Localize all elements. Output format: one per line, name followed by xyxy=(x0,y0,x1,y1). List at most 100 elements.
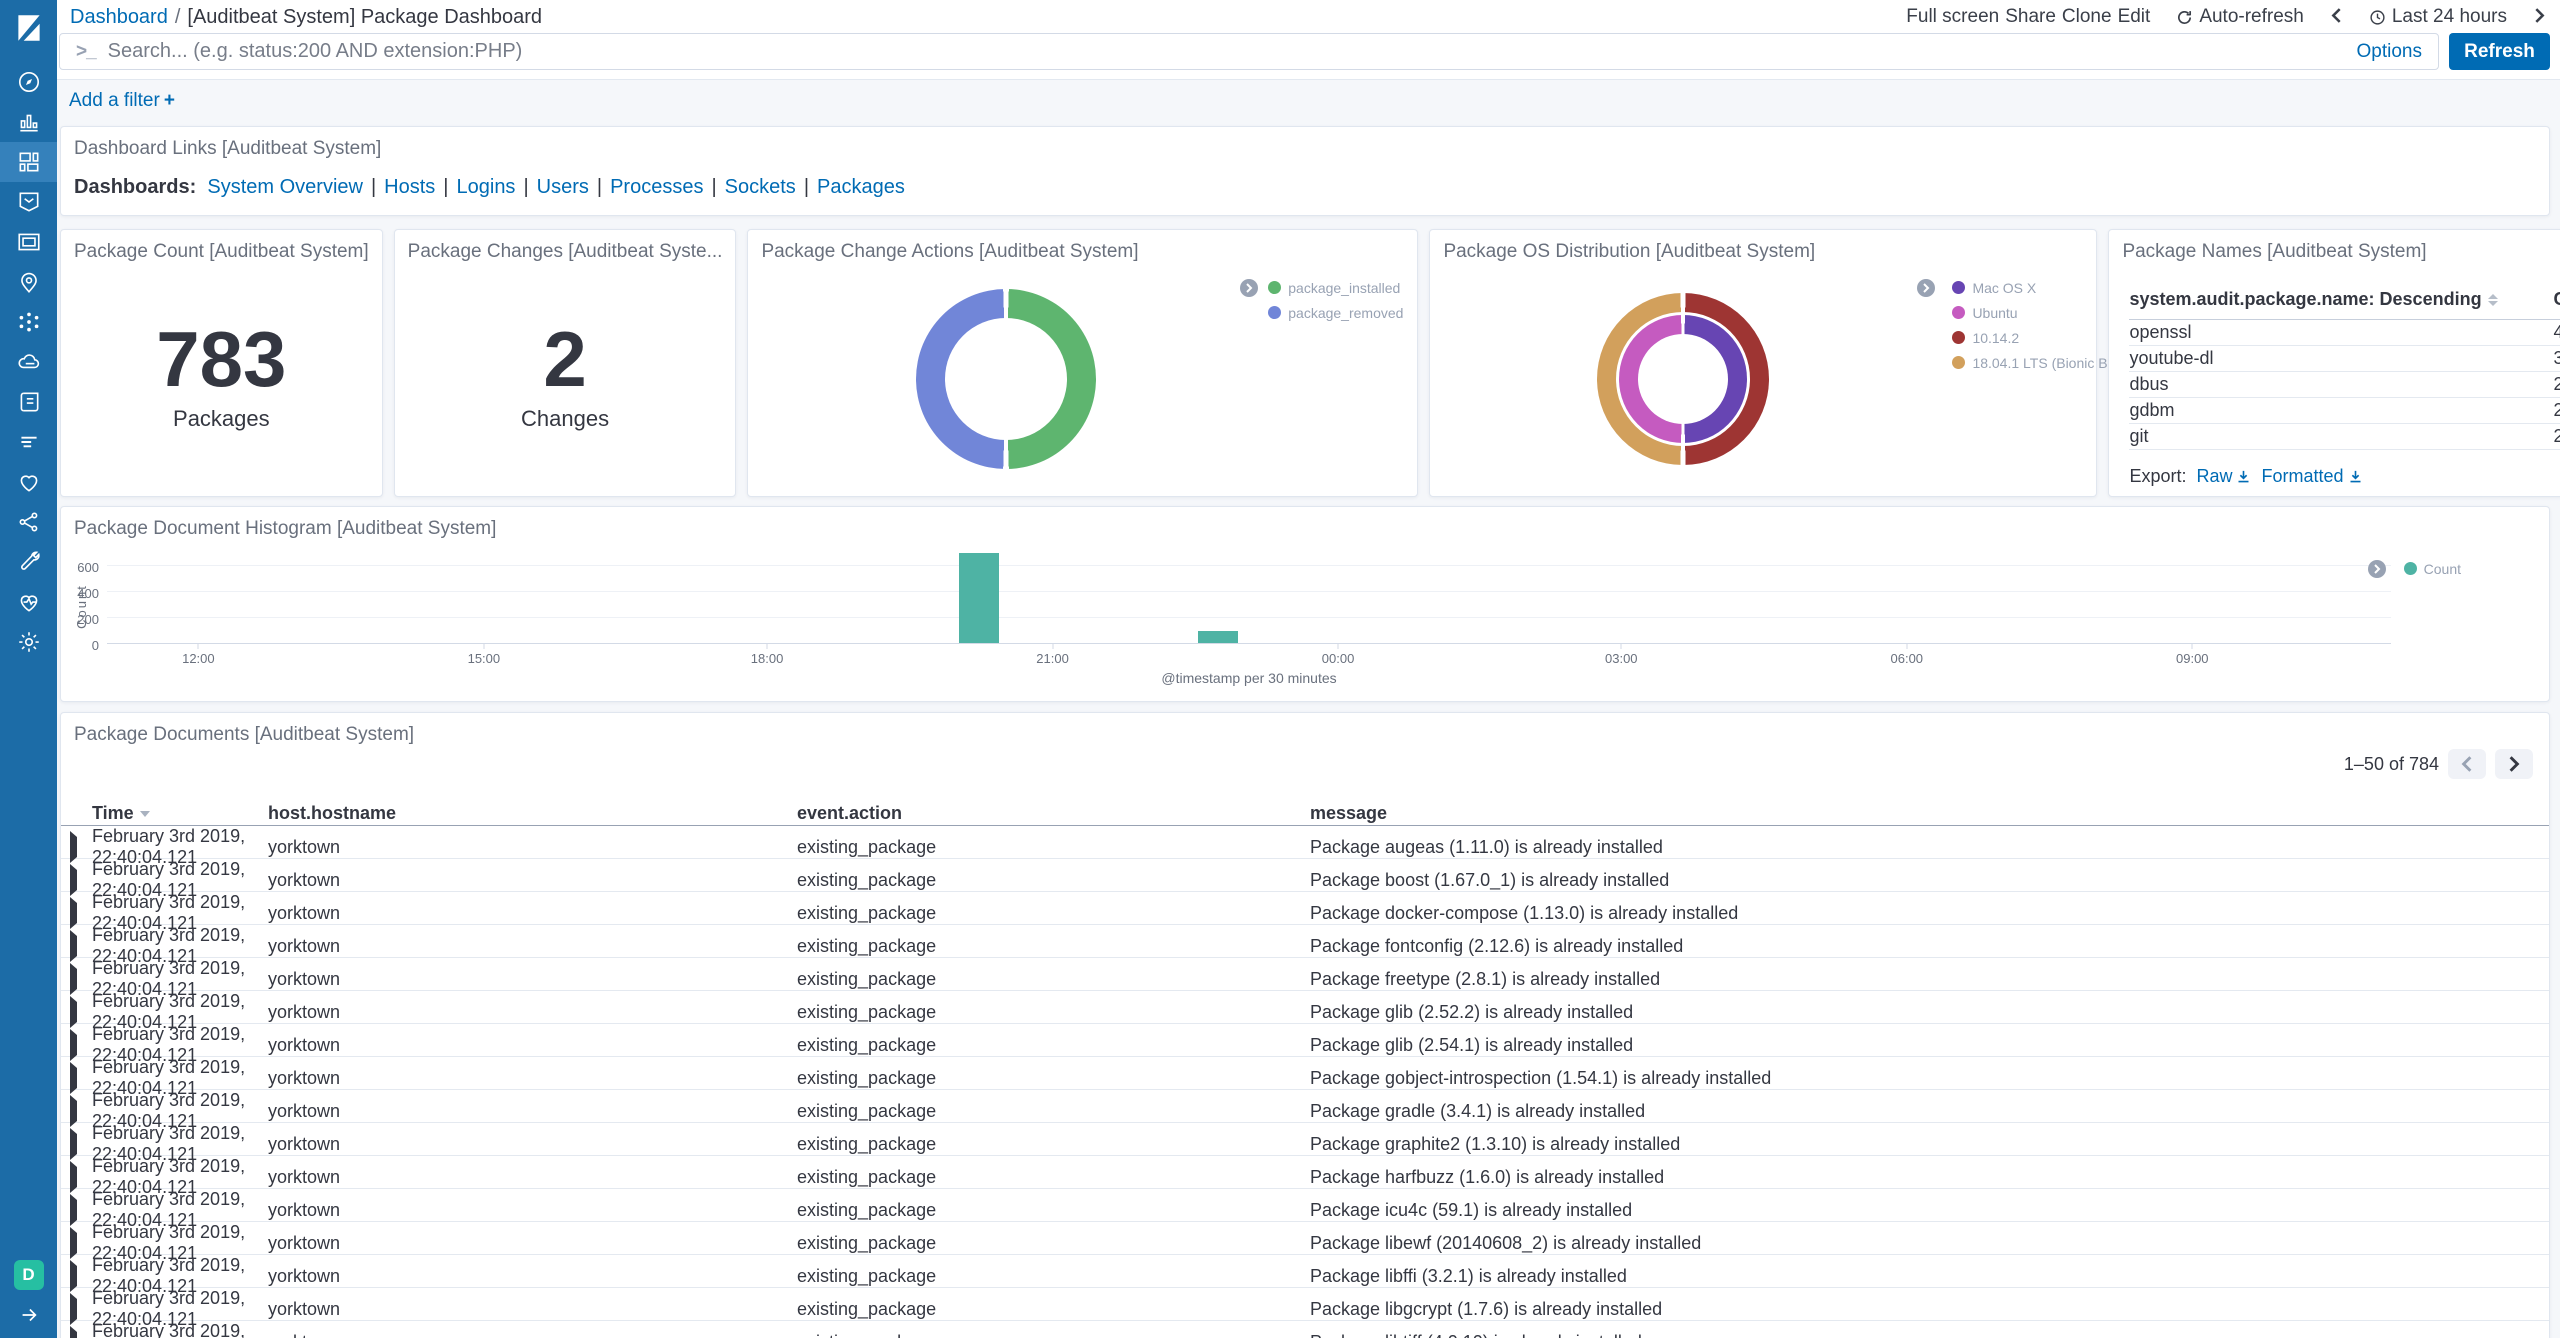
legend-toggle-icon[interactable] xyxy=(2367,559,2387,584)
table-row[interactable]: February 3rd 2019, 22:40:04.121 yorktown… xyxy=(61,859,2549,900)
expand-row-icon[interactable] xyxy=(70,929,77,962)
table-row[interactable]: youtube-dl 3 xyxy=(2129,346,2560,372)
space-badge[interactable]: D xyxy=(13,1260,44,1290)
legend-toggle-icon[interactable] xyxy=(1239,278,1259,303)
sidebar-item-canvas[interactable] xyxy=(0,222,57,262)
time-back-button[interactable] xyxy=(2330,6,2343,28)
export-raw-link[interactable]: Raw xyxy=(2196,466,2251,487)
expand-row-icon[interactable] xyxy=(70,962,77,995)
add-filter-link[interactable]: Add a filter + xyxy=(69,90,175,111)
legend-item[interactable]: package_removed xyxy=(1268,303,1403,322)
expand-row-icon[interactable] xyxy=(70,1292,77,1325)
dashboard-link[interactable]: System Overview xyxy=(207,176,363,198)
expand-row-icon[interactable] xyxy=(70,1325,77,1338)
sidebar-item-dashboard[interactable] xyxy=(0,142,57,182)
histogram-bar[interactable] xyxy=(959,552,1000,643)
options-link[interactable]: Options xyxy=(2356,40,2422,62)
table-row[interactable]: February 3rd 2019, 22:40:04.121 yorktown… xyxy=(61,1156,2549,1197)
sidebar-item-management[interactable] xyxy=(0,622,57,662)
sidebar-item-apm[interactable] xyxy=(0,422,57,462)
refresh-button[interactable]: Refresh xyxy=(2449,33,2550,70)
table-row[interactable]: February 3rd 2019, 22:40:04.121 yorktown… xyxy=(61,892,2549,933)
sidebar-item-uptime[interactable] xyxy=(0,462,57,502)
dashboard-link[interactable]: Packages xyxy=(817,176,905,198)
change-actions-donut[interactable] xyxy=(916,289,1097,469)
expand-row-icon[interactable] xyxy=(70,896,77,929)
sidebar-item-visualize[interactable] xyxy=(0,102,57,142)
legend-item[interactable]: 18.04.1 LTS (Bionic B... xyxy=(1952,353,2119,372)
column-header-count[interactable]: Count xyxy=(2553,289,2560,309)
time-picker-button[interactable]: Last 24 hours xyxy=(2369,6,2507,28)
expand-row-icon[interactable] xyxy=(70,995,77,1028)
table-row[interactable]: February 3rd 2019, 22:40:04.121 yorktown… xyxy=(61,1024,2549,1065)
sidebar-item-timelion[interactable] xyxy=(0,182,57,222)
table-row[interactable]: openssl 4 xyxy=(2129,320,2560,346)
expand-row-icon[interactable] xyxy=(70,830,77,863)
expand-row-icon[interactable] xyxy=(70,1193,77,1226)
export-formatted-link[interactable]: Formatted xyxy=(2261,466,2362,487)
search-input[interactable] xyxy=(107,40,2343,63)
expand-row-icon[interactable] xyxy=(70,1226,77,1259)
legend-item[interactable]: Mac OS X xyxy=(1952,278,2036,297)
sidebar-collapse-button[interactable] xyxy=(18,1304,40,1326)
breadcrumb-dashboard-link[interactable]: Dashboard xyxy=(70,5,168,28)
table-row[interactable]: February 3rd 2019, 22:40:04.121 yorktown… xyxy=(61,1321,2549,1338)
expand-row-icon[interactable] xyxy=(70,1259,77,1292)
expand-row-icon[interactable] xyxy=(70,863,77,896)
menu-item[interactable]: Edit xyxy=(2117,6,2151,27)
table-row[interactable]: February 3rd 2019, 22:40:04.121 yorktown… xyxy=(61,1288,2549,1329)
kibana-logo[interactable] xyxy=(0,0,57,56)
table-row[interactable]: February 3rd 2019, 22:40:04.121 yorktown… xyxy=(61,1090,2549,1131)
sidebar-item-logs[interactable] xyxy=(0,382,57,422)
os-distribution-donut-inner[interactable] xyxy=(1619,315,1748,443)
menu-item[interactable]: Share xyxy=(2005,6,2056,27)
expand-row-icon[interactable] xyxy=(70,1094,77,1127)
dashboard-link[interactable]: Sockets xyxy=(724,176,796,198)
column-header-message[interactable]: message xyxy=(1310,803,1388,823)
auto-refresh-button[interactable]: Auto-refresh xyxy=(2176,6,2304,28)
expand-row-icon[interactable] xyxy=(70,1127,77,1160)
legend-item[interactable]: 10.14.2 xyxy=(1952,328,2019,347)
sidebar-item-infrastructure[interactable] xyxy=(0,342,57,382)
column-header-hostname[interactable]: host.hostname xyxy=(268,803,397,823)
legend-item[interactable]: Ubuntu xyxy=(1952,303,2018,322)
expand-row-icon[interactable] xyxy=(70,1061,77,1094)
previous-page-button[interactable] xyxy=(2448,749,2486,779)
table-row[interactable]: February 3rd 2019, 22:40:04.121 yorktown… xyxy=(61,1057,2549,1098)
table-row[interactable]: February 3rd 2019, 22:40:04.121 yorktown… xyxy=(61,958,2549,999)
table-row[interactable]: dbus 2 xyxy=(2129,372,2560,398)
table-row[interactable]: February 3rd 2019, 22:40:04.121 yorktown… xyxy=(61,826,2549,867)
legend-item[interactable]: Count xyxy=(2403,559,2461,578)
sidebar-item-discover[interactable] xyxy=(0,62,57,102)
legend-item[interactable]: package_installed xyxy=(1268,278,1403,297)
table-row[interactable]: February 3rd 2019, 22:40:04.121 yorktown… xyxy=(61,1255,2549,1296)
sidebar-item-machine-learning[interactable] xyxy=(0,302,57,342)
column-header-event-action[interactable]: event.action xyxy=(797,803,903,823)
dashboard-link[interactable]: Logins xyxy=(456,176,516,198)
expand-row-icon[interactable] xyxy=(70,1028,77,1061)
expand-row-icon[interactable] xyxy=(70,1160,77,1193)
column-header-package-name[interactable]: system.audit.package.name: Descending xyxy=(2129,289,2553,310)
table-row[interactable]: February 3rd 2019, 22:40:04.121 yorktown… xyxy=(61,1222,2549,1263)
sidebar-item-maps[interactable] xyxy=(0,262,57,302)
menu-item[interactable]: Clone xyxy=(2061,6,2112,27)
table-row[interactable]: February 3rd 2019, 22:40:04.121 yorktown… xyxy=(61,1123,2549,1164)
table-row[interactable]: git 2 xyxy=(2129,424,2560,450)
table-row[interactable]: February 3rd 2019, 22:40:04.121 yorktown… xyxy=(61,925,2549,966)
next-page-button[interactable] xyxy=(2495,749,2533,779)
sidebar-item-dev-tools[interactable] xyxy=(0,542,57,582)
dashboard-link[interactable]: Users xyxy=(536,176,589,198)
table-row[interactable]: February 3rd 2019, 22:40:04.121 yorktown… xyxy=(61,991,2549,1032)
sidebar-item-monitoring[interactable] xyxy=(0,582,57,622)
search-box[interactable]: >_ Options xyxy=(59,33,2439,70)
menu-item[interactable]: Full screen xyxy=(1906,6,2000,27)
legend-toggle-icon[interactable] xyxy=(1916,278,1936,303)
histogram-bar[interactable] xyxy=(1198,630,1239,643)
sidebar-item-graph[interactable] xyxy=(0,502,57,542)
dashboard-link[interactable]: Hosts xyxy=(384,176,436,198)
time-forward-button[interactable] xyxy=(2533,6,2546,28)
table-row[interactable]: February 3rd 2019, 22:40:04.121 yorktown… xyxy=(61,1189,2549,1230)
dashboard-link[interactable]: Processes xyxy=(610,176,704,198)
column-header-time[interactable]: Time xyxy=(92,803,268,824)
table-row[interactable]: gdbm 2 xyxy=(2129,398,2560,424)
